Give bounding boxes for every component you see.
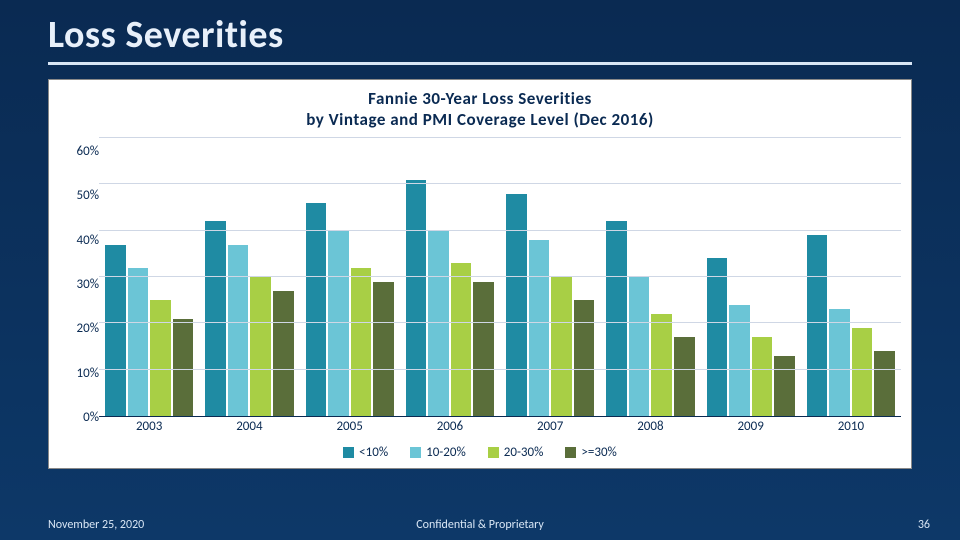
gridline bbox=[99, 230, 901, 231]
legend-item: 10-20% bbox=[410, 445, 466, 460]
gridline bbox=[99, 137, 901, 138]
chart-panel: Fannie 30-Year Loss Severities by Vintag… bbox=[48, 79, 912, 469]
legend-label: >=30% bbox=[581, 445, 616, 460]
bar-group bbox=[701, 138, 801, 416]
chart-title-line2: by Vintage and PMI Coverage Level (Dec 2… bbox=[49, 109, 911, 134]
y-tick-label: 0% bbox=[83, 410, 99, 425]
bar bbox=[173, 319, 194, 416]
page-number: 36 bbox=[918, 518, 930, 532]
bar bbox=[250, 277, 271, 416]
x-axis: 20032004200520062007200820092010 bbox=[99, 417, 901, 439]
legend-swatch bbox=[488, 447, 499, 458]
x-tick-label: 2003 bbox=[99, 417, 199, 439]
slide-title: Loss Severities bbox=[0, 0, 960, 58]
legend-swatch bbox=[410, 447, 421, 458]
legend-item: >=30% bbox=[565, 445, 616, 460]
bar bbox=[228, 245, 249, 416]
footer-date: November 25, 2020 bbox=[48, 518, 144, 532]
bar-group bbox=[300, 138, 400, 416]
gridline bbox=[99, 369, 901, 370]
bar-group bbox=[199, 138, 299, 416]
legend-label: 10-20% bbox=[426, 445, 466, 460]
bar bbox=[205, 221, 226, 416]
bar bbox=[707, 258, 728, 416]
bar bbox=[629, 277, 650, 416]
bar bbox=[606, 221, 627, 416]
gridline bbox=[99, 276, 901, 277]
legend-item: 20-30% bbox=[488, 445, 544, 460]
legend: <10% 10-20% 20-30% >=30% bbox=[49, 439, 911, 468]
plot-area: 60%50%40%30%20%10%0% 2003200420052006200… bbox=[49, 134, 911, 439]
bar bbox=[351, 268, 372, 416]
bar bbox=[829, 309, 850, 416]
y-tick-label: 60% bbox=[77, 144, 99, 159]
bar-group bbox=[99, 138, 199, 416]
legend-label: 20-30% bbox=[504, 445, 544, 460]
x-tick-label: 2007 bbox=[500, 417, 600, 439]
bar bbox=[574, 300, 595, 416]
bar-group bbox=[500, 138, 600, 416]
y-axis: 60% 50% 40% 30% 20% 10% 0% bbox=[57, 138, 99, 439]
x-tick-label: 2006 bbox=[400, 417, 500, 439]
legend-swatch bbox=[343, 447, 354, 458]
x-tick-label: 2009 bbox=[701, 417, 801, 439]
bar-group bbox=[600, 138, 700, 416]
bars-row bbox=[99, 138, 901, 416]
bar bbox=[306, 203, 327, 416]
bar bbox=[852, 328, 873, 416]
grid-wrap: 20032004200520062007200820092010 bbox=[99, 138, 901, 439]
footer: November 25, 2020 Confidential & Proprie… bbox=[0, 518, 960, 532]
legend-swatch bbox=[565, 447, 576, 458]
x-tick-label: 2008 bbox=[600, 417, 700, 439]
bar bbox=[674, 337, 695, 416]
bar bbox=[506, 194, 527, 416]
chart-title-line1: Fannie 30-Year Loss Severities bbox=[49, 80, 911, 109]
grid bbox=[99, 138, 901, 417]
bar bbox=[551, 277, 572, 416]
footer-confidential: Confidential & Proprietary bbox=[416, 518, 544, 532]
x-tick-label: 2004 bbox=[199, 417, 299, 439]
y-tick-label: 20% bbox=[77, 321, 99, 336]
bar bbox=[752, 337, 773, 416]
y-tick-label: 40% bbox=[77, 233, 99, 248]
bar bbox=[807, 235, 828, 416]
x-tick-label: 2010 bbox=[801, 417, 901, 439]
gridline bbox=[99, 183, 901, 184]
legend-item: <10% bbox=[343, 445, 388, 460]
title-underline bbox=[48, 62, 912, 65]
bar bbox=[774, 356, 795, 416]
y-tick-label: 10% bbox=[77, 366, 99, 381]
bar-group bbox=[801, 138, 901, 416]
bar bbox=[473, 282, 494, 416]
legend-label: <10% bbox=[359, 445, 388, 460]
bar bbox=[150, 300, 171, 416]
bar bbox=[273, 291, 294, 416]
bar bbox=[451, 263, 472, 416]
bar bbox=[529, 240, 550, 416]
bar bbox=[874, 351, 895, 416]
bar bbox=[373, 282, 394, 416]
bar bbox=[128, 268, 149, 416]
bar-group bbox=[400, 138, 500, 416]
bar bbox=[651, 314, 672, 416]
x-tick-label: 2005 bbox=[300, 417, 400, 439]
y-tick-label: 30% bbox=[77, 277, 99, 292]
gridline bbox=[99, 322, 901, 323]
bar bbox=[406, 180, 427, 416]
y-tick-label: 50% bbox=[77, 188, 99, 203]
bar bbox=[105, 245, 126, 416]
